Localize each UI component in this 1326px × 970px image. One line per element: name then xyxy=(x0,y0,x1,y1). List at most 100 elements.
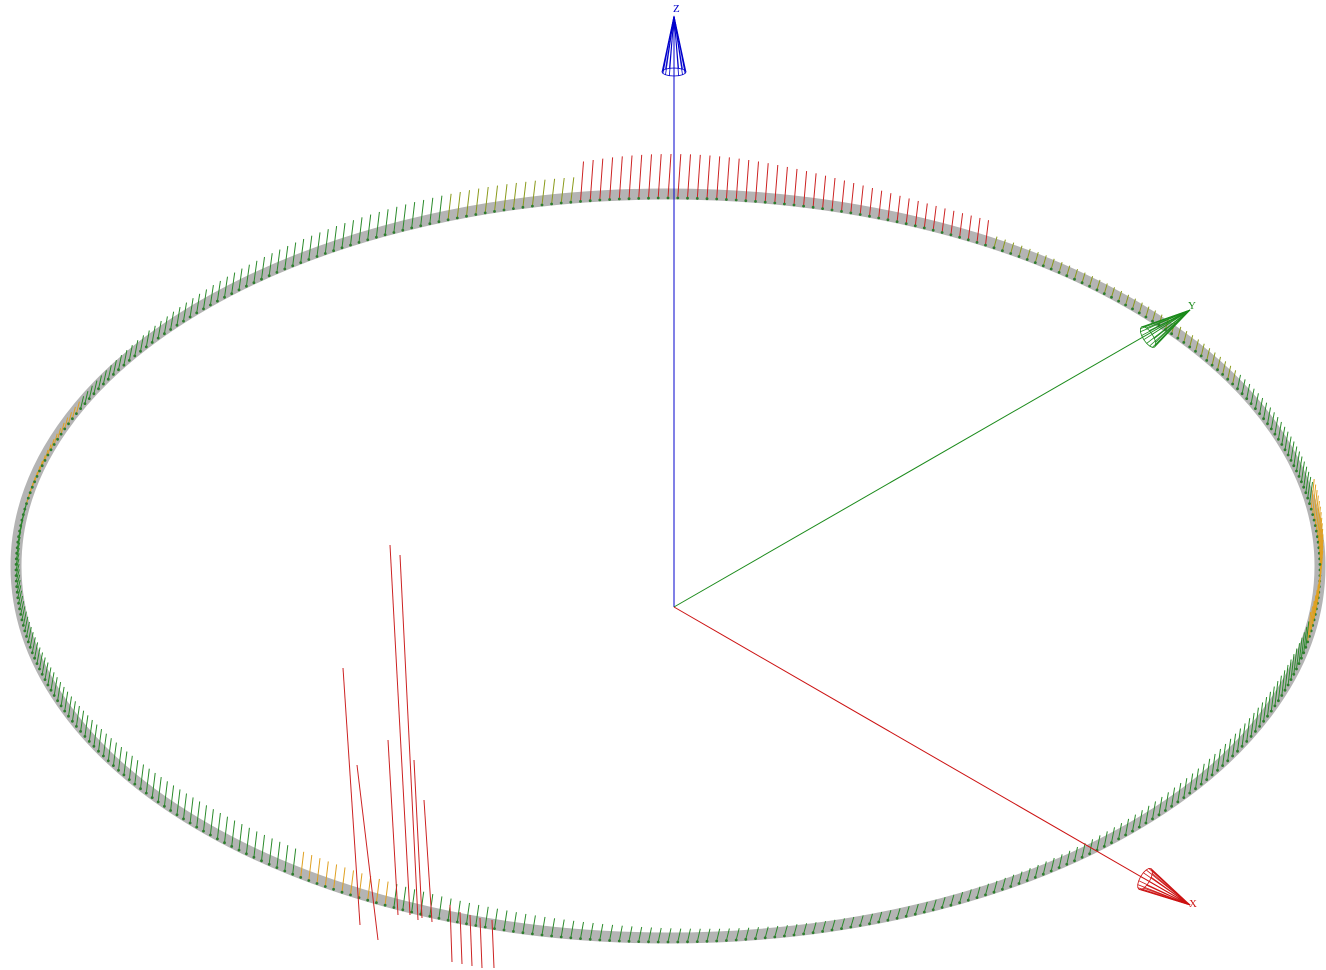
ring-node xyxy=(1080,855,1084,859)
load-vector xyxy=(783,925,788,937)
ring-node xyxy=(163,332,166,336)
load-vector xyxy=(80,396,85,409)
load-vector xyxy=(29,632,34,648)
ring-node xyxy=(150,341,154,344)
load-vector xyxy=(1313,490,1318,521)
ring-node xyxy=(1221,764,1224,767)
ring-node xyxy=(43,459,47,462)
load-vector xyxy=(1274,417,1279,435)
ring-node xyxy=(1073,277,1076,281)
ring-node xyxy=(1269,709,1273,713)
load-vector xyxy=(735,158,740,201)
ring-node xyxy=(984,893,987,897)
load-vector xyxy=(1318,523,1323,554)
ring-node xyxy=(15,585,19,589)
ring-node xyxy=(502,208,506,212)
load-vector xyxy=(209,809,214,836)
load-vector xyxy=(932,899,937,910)
ring-node xyxy=(1302,651,1306,655)
ring-node xyxy=(598,198,602,202)
ring-node xyxy=(886,918,890,922)
load-vector xyxy=(300,238,305,263)
ring-node xyxy=(922,226,926,230)
ring-node xyxy=(307,879,311,882)
load-spike xyxy=(423,799,433,923)
ring-node xyxy=(175,323,179,327)
load-vector xyxy=(1241,723,1246,747)
load-vector xyxy=(1237,728,1241,752)
load-vector xyxy=(1296,451,1300,472)
load-vector xyxy=(284,245,289,270)
cone-edge xyxy=(1140,309,1191,333)
ring-node xyxy=(849,211,853,215)
ring-node xyxy=(744,199,748,203)
load-vector xyxy=(203,805,207,832)
ring-node xyxy=(315,255,319,258)
load-vector xyxy=(648,154,652,199)
ring-node xyxy=(209,303,212,307)
load-vector xyxy=(216,812,221,839)
ring-node xyxy=(156,800,160,804)
load-vector xyxy=(24,616,29,632)
ring-node xyxy=(1231,754,1234,758)
ring-node xyxy=(117,768,120,772)
ring-node xyxy=(392,231,396,234)
load-vector xyxy=(151,325,156,343)
load-vector xyxy=(1305,621,1310,648)
load-vector xyxy=(123,350,128,366)
ring-node xyxy=(1033,876,1037,879)
ring-node xyxy=(1254,407,1257,410)
load-vector xyxy=(1270,412,1275,429)
load-vector xyxy=(60,422,65,435)
load-vector xyxy=(140,335,144,352)
ring-node xyxy=(1313,524,1317,527)
ring-node xyxy=(35,475,39,478)
load-vector xyxy=(1316,506,1321,537)
load-vector xyxy=(145,768,150,794)
ring-node xyxy=(169,328,173,331)
ring-node xyxy=(1170,804,1173,808)
ring-node xyxy=(275,271,279,274)
ring-node xyxy=(1194,349,1197,353)
load-vector xyxy=(628,926,633,942)
load-vector xyxy=(68,412,72,424)
ring-node xyxy=(26,640,30,644)
load-vector xyxy=(793,168,798,206)
ring-node xyxy=(216,299,219,303)
load-vector xyxy=(358,217,363,243)
ring-node xyxy=(299,876,303,879)
load-vector xyxy=(31,637,36,653)
load-vector xyxy=(1293,648,1298,675)
ring-node xyxy=(23,629,27,633)
ring-node xyxy=(56,437,59,441)
ring-node xyxy=(1304,491,1308,495)
load-vector xyxy=(1111,287,1115,298)
load-vector xyxy=(923,901,928,913)
load-vector xyxy=(1211,352,1216,366)
load-vector xyxy=(1132,298,1136,310)
load-vector xyxy=(1300,632,1305,659)
ring-node xyxy=(87,740,91,743)
load-vector xyxy=(484,186,489,213)
ring-node xyxy=(1137,311,1141,315)
load-vector xyxy=(75,401,80,414)
ring-node xyxy=(163,804,166,808)
load-vector xyxy=(494,185,498,212)
load-vector xyxy=(112,742,117,766)
ring-node xyxy=(455,920,459,924)
ring-node xyxy=(1309,507,1313,511)
ring-node xyxy=(1297,475,1301,478)
load-vector xyxy=(68,696,72,717)
ring-node xyxy=(1216,768,1219,772)
ring-node xyxy=(26,496,30,500)
load-vector xyxy=(1018,245,1023,257)
load-vector xyxy=(706,155,711,199)
load-vector xyxy=(57,682,62,701)
load-vector xyxy=(231,820,236,847)
ring-node xyxy=(559,201,563,205)
load-vector xyxy=(375,211,380,238)
x-axis-arrow-cone-icon xyxy=(1137,867,1191,906)
load-vector xyxy=(1254,707,1259,732)
ring-node xyxy=(252,281,256,285)
